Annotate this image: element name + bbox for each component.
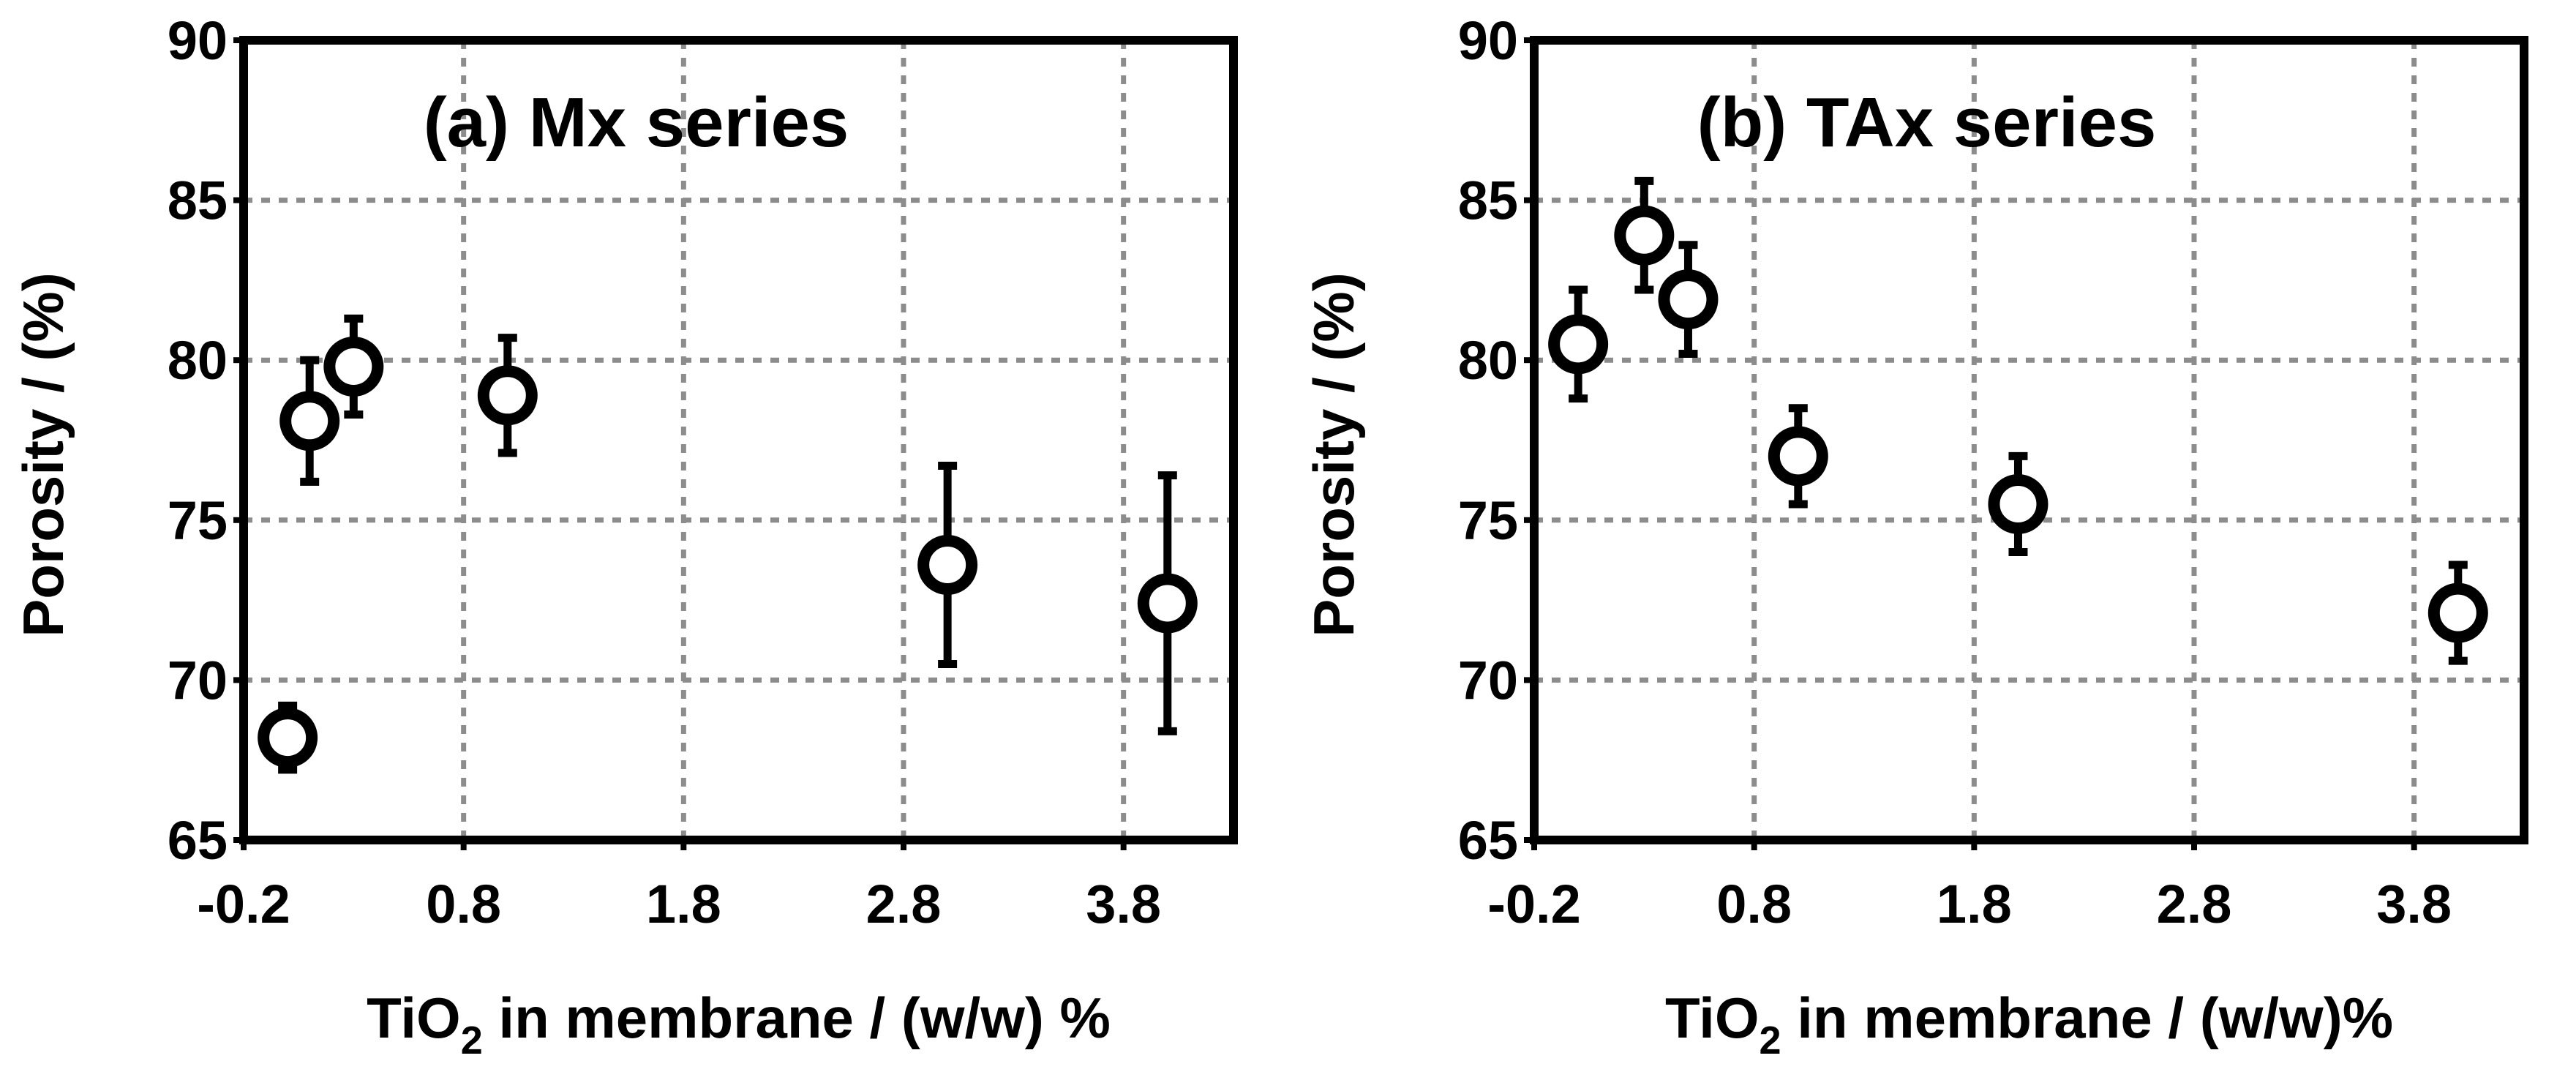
y-tick-label: 90 bbox=[1458, 10, 1518, 71]
x-tick-label: -0.2 bbox=[197, 874, 290, 934]
y-tick-label: 75 bbox=[168, 490, 228, 551]
x-axis-title-main: TiO bbox=[367, 986, 461, 1050]
data-point bbox=[1548, 314, 1609, 375]
panel-title: (b) TAx series bbox=[1697, 83, 2157, 162]
data-point bbox=[258, 708, 318, 768]
data-point bbox=[1137, 573, 1198, 634]
data-point bbox=[323, 336, 384, 397]
x-tick-label: 3.8 bbox=[1086, 874, 1161, 934]
x-axis-title-subscript: 2 bbox=[461, 1019, 483, 1062]
x-tick-label: 0.8 bbox=[426, 874, 501, 934]
y-tick-label: 80 bbox=[168, 330, 228, 391]
x-tick-label: 2.8 bbox=[2157, 874, 2232, 934]
plot-area-frame-top bbox=[1530, 36, 2528, 844]
data-point bbox=[1614, 205, 1675, 266]
data-point bbox=[1768, 426, 1828, 487]
x-tick-label: 0.8 bbox=[1716, 874, 1792, 934]
y-tick-label: 85 bbox=[1458, 170, 1518, 231]
data-point bbox=[477, 365, 538, 426]
data-point bbox=[1988, 473, 2049, 534]
x-tick-label: -0.2 bbox=[1487, 874, 1581, 934]
y-tick-label: 85 bbox=[168, 170, 228, 231]
x-axis-title-main: TiO bbox=[1665, 986, 1760, 1050]
y-tick-label: 80 bbox=[1458, 330, 1518, 391]
x-tick-label: 1.8 bbox=[1937, 874, 2012, 934]
y-tick-label: 65 bbox=[168, 810, 228, 871]
y-tick-label: 65 bbox=[1458, 810, 1518, 871]
x-axis-title-rest: in membrane / (w/w) % bbox=[483, 986, 1111, 1050]
x-axis-title-rest: in membrane / (w/w)% bbox=[1781, 986, 2393, 1050]
data-point bbox=[279, 391, 340, 451]
x-tick-label: 1.8 bbox=[646, 874, 721, 934]
y-axis-title: Porosity / (%) bbox=[1302, 272, 1366, 637]
data-point bbox=[2427, 582, 2488, 643]
panel-title: (a) Mx series bbox=[424, 83, 849, 162]
x-axis-title: TiO2 in membrane / (w/w) % bbox=[367, 986, 1111, 1062]
plot-area-frame-top bbox=[239, 36, 1238, 844]
y-tick-label: 75 bbox=[1458, 490, 1518, 551]
x-axis-title: TiO2 in membrane / (w/w)% bbox=[1665, 986, 2393, 1062]
x-tick-label: 2.8 bbox=[866, 874, 942, 934]
y-axis-title: Porosity / (%) bbox=[11, 272, 75, 637]
y-tick-label: 70 bbox=[168, 650, 228, 711]
x-axis-title-subscript: 2 bbox=[1760, 1019, 1781, 1062]
data-point bbox=[1658, 269, 1719, 330]
chart-panel-a: 65 70 75 80 85 90 -0.2 0.8 1.8 2.8 3.8 (a) Mx serie… bbox=[11, 10, 1238, 1062]
chart-panel-b: 65 70 75 80 85 90 -0.2 0.8 1.8 2.8 3.8 (b) TAx seri… bbox=[1302, 10, 2528, 1062]
y-tick-label: 70 bbox=[1458, 650, 1518, 711]
x-tick-label: 3.8 bbox=[2376, 874, 2452, 934]
data-point bbox=[917, 535, 978, 596]
y-tick-label: 90 bbox=[168, 10, 228, 71]
